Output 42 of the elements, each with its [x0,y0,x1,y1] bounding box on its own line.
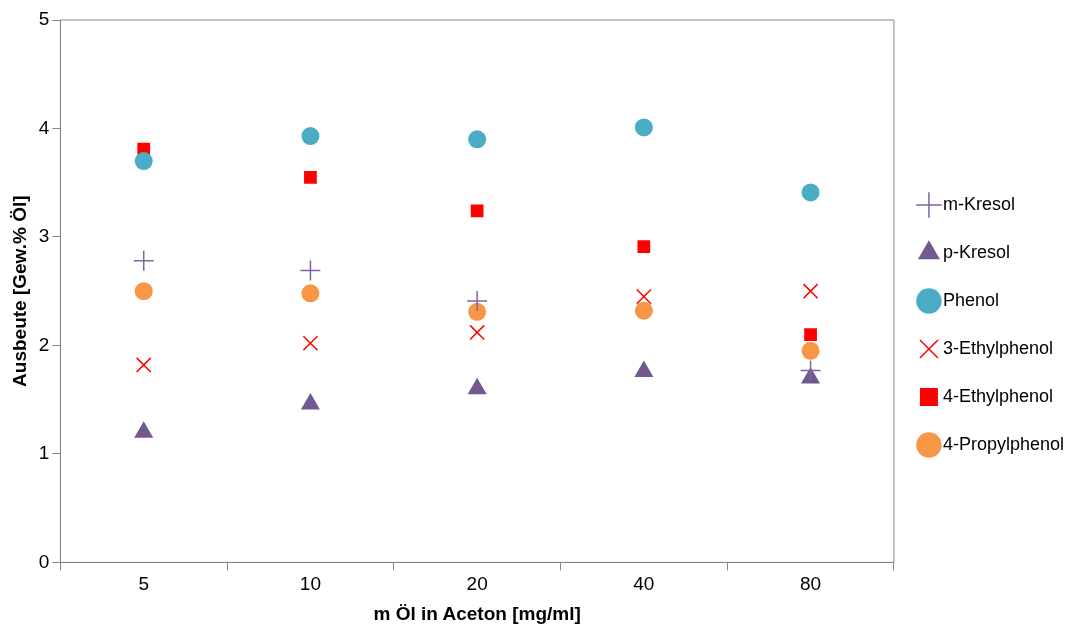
point [301,127,320,146]
point [634,301,653,320]
point [637,240,651,254]
point [468,302,487,321]
x-axis-title: m Öl in Aceton [mg/ml] [373,602,581,624]
point [134,152,153,171]
point [470,204,484,218]
point [469,324,485,341]
x-tick-label: 80 [800,573,822,595]
point [801,183,820,202]
point [134,282,153,301]
x-tick-label: 10 [299,573,321,595]
legend-label: 3-Ethylphenol [942,337,1053,358]
x-tick-label: 20 [466,573,488,595]
y-tick-label: 0 [38,550,50,572]
point [304,170,317,184]
y-tick-label: 5 [38,8,50,30]
point [636,288,652,305]
point [302,335,319,352]
point [802,283,819,300]
y-tick-label: 2 [38,333,50,355]
legend-label: 4-Propylphenol [942,433,1064,454]
point [135,357,152,373]
point [301,284,320,303]
y-tick-label: 4 [38,116,50,138]
y-tick-label: 3 [38,225,50,247]
x-tick-label: 40 [633,573,655,595]
legend-label: 4-Ethylphenol [942,385,1053,406]
x-tick-label: 5 [138,573,150,595]
legend-label: p-Kresol [942,241,1010,262]
point [634,118,653,137]
point [466,290,488,312]
point [468,130,487,149]
legend-label: m-Kresol [942,193,1015,214]
point [801,341,820,360]
y-tick-label: 1 [38,442,50,464]
point [299,259,322,282]
point [804,328,817,341]
point [132,250,155,272]
point [799,359,822,382]
legend-label: Phenol [942,289,999,310]
y-axis-title: Ausbeute [Gew.% Öl] [8,195,30,387]
